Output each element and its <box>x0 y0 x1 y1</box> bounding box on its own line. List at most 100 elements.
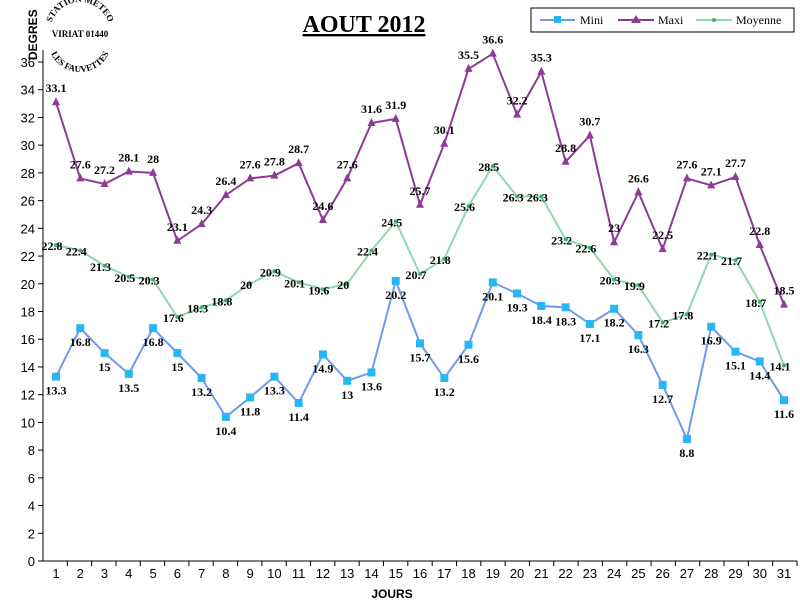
maxi-data-label: 24.6 <box>312 199 333 213</box>
maxi-point <box>731 172 740 181</box>
x-tick-label: 2 <box>77 566 84 581</box>
x-tick-label: 13 <box>340 566 354 581</box>
mini-data-label: 15.6 <box>458 352 479 366</box>
moyenne-point <box>733 258 738 263</box>
moyenne-point <box>442 256 447 261</box>
mini-data-label: 13.3 <box>264 384 285 398</box>
x-tick-label: 23 <box>583 566 597 581</box>
mini-data-label: 14.4 <box>749 368 770 382</box>
x-tick-label: 20 <box>510 566 524 581</box>
x-tick-label: 10 <box>267 566 281 581</box>
maxi-point <box>464 63 473 72</box>
moyenne-point <box>296 280 301 285</box>
x-tick-label: 29 <box>728 566 742 581</box>
mini-data-label: 16.9 <box>701 334 722 348</box>
maxi-data-label: 31.6 <box>361 102 382 116</box>
mini-data-label: 15 <box>99 360 111 374</box>
x-tick-label: 18 <box>461 566 475 581</box>
logo-middle: VIRIAT 01440 <box>52 29 109 39</box>
y-tick-label: 14 <box>21 360 35 375</box>
maxi-point <box>76 173 85 182</box>
moyenne-point <box>684 312 689 317</box>
maxi-data-label: 28.1 <box>118 151 139 165</box>
mini-data-label: 15 <box>171 360 183 374</box>
moyenne-point <box>320 287 325 292</box>
y-tick-label: 12 <box>21 388 35 403</box>
mini-point <box>731 347 740 356</box>
maxi-point <box>197 219 206 228</box>
moyenne-data-label: 18.7 <box>745 296 766 310</box>
maxi-data-label: 27.7 <box>725 156 746 170</box>
maxi-data-label: 35.5 <box>458 48 479 62</box>
maxi-data-label: 28.8 <box>555 141 576 155</box>
mini-data-label: 16.8 <box>143 335 164 349</box>
maxi-data-label: 27.1 <box>701 164 722 178</box>
x-tick-label: 4 <box>125 566 132 581</box>
mini-data-label: 16.3 <box>628 342 649 356</box>
moyenne-data-label: 18.3 <box>187 301 208 315</box>
maxi-point <box>416 199 424 208</box>
y-tick-label: 24 <box>21 221 35 236</box>
mini-data-label: 13.6 <box>361 379 382 393</box>
x-tick-label: 31 <box>777 566 791 581</box>
mini-data-label: 18.3 <box>555 314 576 328</box>
x-tick-label: 5 <box>149 566 156 581</box>
maxi-point <box>100 178 109 187</box>
moyenne-data-label: 23.2 <box>551 233 572 247</box>
maxi-data-label: 27.6 <box>676 157 697 171</box>
maxi-point <box>561 156 570 165</box>
maxi-point <box>707 180 716 189</box>
x-tick-label: 3 <box>101 566 108 581</box>
mini-point <box>367 368 376 377</box>
maxi-point <box>682 173 691 182</box>
maxi-point <box>270 170 279 179</box>
maxi-data-label: 28.7 <box>288 142 309 156</box>
moyenne-point <box>660 320 665 325</box>
moyenne-point <box>757 299 762 304</box>
moyenne-data-label: 22.8 <box>42 239 63 253</box>
moyenne-data-label: 17.8 <box>672 308 693 322</box>
x-tick-label: 16 <box>413 566 427 581</box>
mini-point <box>537 301 546 310</box>
maxi-point <box>294 158 303 167</box>
y-axis-label: DEGRES <box>26 9 40 60</box>
y-tick-label: 8 <box>28 443 35 458</box>
moyenne-data-label: 20.1 <box>284 276 305 290</box>
maxi-point <box>537 66 546 75</box>
x-tick-label: 21 <box>534 566 548 581</box>
moyenne-data-label: 26.3 <box>527 190 548 204</box>
mini-point <box>343 376 352 385</box>
mini-data-label: 13.3 <box>46 384 67 398</box>
moyenne-point <box>515 194 520 199</box>
moyenne-point <box>223 298 228 303</box>
y-tick-label: 6 <box>28 471 35 486</box>
y-tick-label: 30 <box>21 138 35 153</box>
mini-point <box>246 393 255 402</box>
x-tick-label: 15 <box>388 566 402 581</box>
moyenne-point <box>175 315 180 320</box>
moyenne-data-label: 22.4 <box>357 245 378 259</box>
maxi-point <box>343 173 352 182</box>
y-tick-label: 18 <box>21 305 35 320</box>
maxi-data-label: 33.1 <box>46 81 67 95</box>
moyenne-point <box>369 248 374 253</box>
moyenne-data-label: 20 <box>337 278 349 292</box>
mini-point <box>634 331 643 340</box>
maxi-data-label: 28 <box>147 152 159 166</box>
maxi-point <box>391 113 400 122</box>
mini-data-label: 12.7 <box>652 392 673 406</box>
x-tick-label: 17 <box>437 566 451 581</box>
y-tick-label: 28 <box>21 166 35 181</box>
moyenne-point <box>490 163 495 168</box>
maxi-data-label: 22.8 <box>749 224 770 238</box>
moyenne-data-label: 20.3 <box>139 274 160 288</box>
x-tick-label: 26 <box>655 566 669 581</box>
maxi-data-label: 18.5 <box>774 284 795 298</box>
maxi-point <box>488 48 497 57</box>
legend-maxi-marker <box>631 15 641 23</box>
mini-point <box>294 398 303 407</box>
mini-data-label: 18.2 <box>604 316 625 330</box>
mini-data-label: 20.1 <box>482 289 503 303</box>
maxi-data-label: 27.2 <box>94 163 115 177</box>
moyenne-point <box>587 245 592 250</box>
